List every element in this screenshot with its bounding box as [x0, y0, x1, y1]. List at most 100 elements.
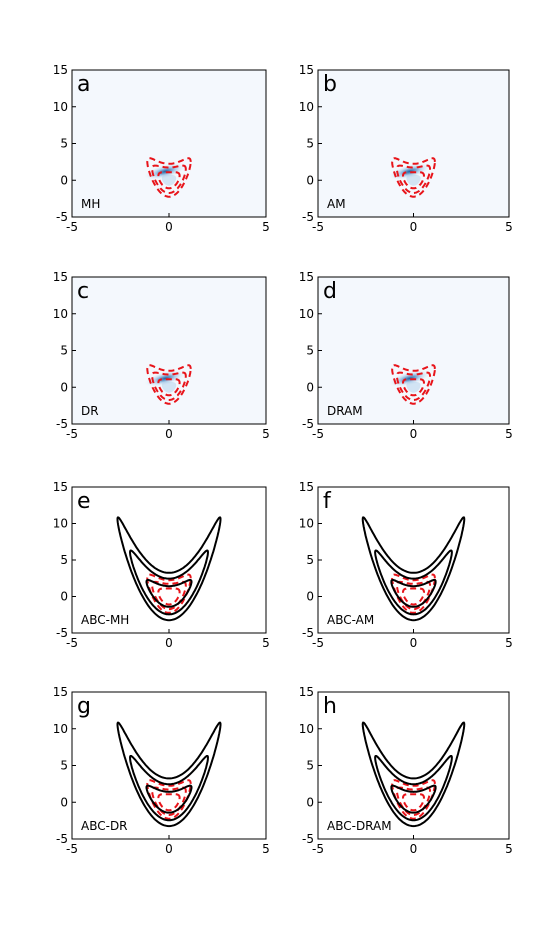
target-contour-2: [146, 364, 192, 405]
target-contours: [391, 779, 436, 820]
abc-contour-0: [145, 579, 193, 608]
x-tick-label: -5: [66, 220, 78, 234]
panel-letter: b: [323, 72, 337, 97]
abc-contour-2: [361, 721, 466, 828]
target-contours: [146, 364, 192, 405]
axes-box: [71, 691, 267, 840]
y-tick-label: 0: [60, 380, 68, 394]
y-tick-label: 0: [60, 590, 68, 604]
panel-letter: h: [323, 694, 337, 719]
panel-g: -5 0 5 10 15 -5 0 5 g ABC-DR: [53, 685, 270, 856]
y-tick-label: -5: [56, 832, 68, 846]
target-contour-0: [402, 793, 425, 812]
y-tick-label: 0: [60, 173, 68, 187]
abc-contours: [361, 721, 466, 828]
x-tick-label: -5: [312, 220, 324, 234]
x-tick-label: 5: [505, 427, 513, 441]
method-label: AM: [327, 197, 346, 211]
panel-d: -5 0 5 10 15 -5 0 5 d DRAM: [299, 270, 513, 441]
x-tick-label: 0: [165, 220, 173, 234]
y-tick-label: 0: [306, 173, 314, 187]
density-ridge: [161, 381, 177, 393]
y-tick-label: -5: [302, 832, 314, 846]
x-tick-label: -5: [312, 636, 324, 650]
method-label: ABC-AM: [327, 613, 374, 627]
axes-box: [317, 691, 510, 840]
panel-e: -5 0 5 10 15 -5 0 5 e ABC-MH: [53, 480, 270, 650]
target-contours: [146, 573, 192, 614]
x-tick-label: 5: [505, 842, 513, 856]
method-label: MH: [81, 197, 100, 211]
target-contour-0: [402, 171, 425, 190]
y-tick-label: -5: [302, 210, 314, 224]
abc-contour-1: [374, 549, 453, 616]
y-tick-label: 15: [53, 685, 68, 699]
target-contour-1: [396, 371, 431, 401]
method-label: DR: [81, 404, 99, 418]
y-tick-label: 15: [299, 63, 314, 77]
density-background: [72, 70, 266, 217]
target-contour-2: [391, 157, 436, 198]
target-contours: [391, 157, 436, 198]
x-tick-label: 5: [505, 636, 513, 650]
y-tick-label: 0: [306, 590, 314, 604]
panel-letter: f: [323, 489, 332, 514]
abc-contour-1: [128, 549, 210, 616]
target-contour-0: [157, 378, 181, 397]
abc-contour-1: [128, 755, 210, 822]
y-tick-label: 10: [53, 722, 68, 736]
y-tick-label: 5: [306, 344, 314, 358]
x-tick-label: 0: [165, 636, 173, 650]
abc-contour-2: [116, 516, 222, 622]
panel-a: -5 0 5 10 15 -5 0 5 a MH: [53, 63, 270, 234]
y-tick-label: 10: [299, 517, 314, 531]
y-tick-label: 15: [53, 63, 68, 77]
x-tick-label: 5: [262, 636, 270, 650]
x-tick-label: 0: [410, 220, 418, 234]
target-contour-1: [396, 786, 431, 816]
x-tick-label: 0: [410, 427, 418, 441]
y-tick-label: 10: [53, 307, 68, 321]
abc-contour-2: [116, 721, 222, 828]
abc-contour-2: [361, 516, 466, 622]
method-label: ABC-DR: [81, 819, 128, 833]
panel-letter: a: [77, 72, 90, 97]
y-tick-label: 10: [299, 100, 314, 114]
x-tick-label: -5: [66, 842, 78, 856]
abc-contour-0: [390, 784, 437, 814]
y-tick-label: -5: [56, 626, 68, 640]
y-tick-label: 10: [299, 722, 314, 736]
x-tick-label: -5: [66, 636, 78, 650]
y-tick-label: 5: [60, 759, 68, 773]
density-ridge: [161, 174, 177, 186]
target-contour-0: [402, 587, 425, 606]
abc-contours: [116, 721, 222, 828]
axes-box: [71, 486, 267, 634]
target-contour-1: [151, 164, 187, 194]
abc-contour-1: [374, 755, 453, 822]
y-tick-label: 15: [299, 480, 314, 494]
target-contour-2: [146, 779, 192, 820]
target-contour-2: [146, 157, 192, 198]
y-tick-label: 5: [306, 137, 314, 151]
y-tick-label: 0: [306, 380, 314, 394]
target-contour-1: [151, 580, 187, 611]
density-background: [318, 277, 509, 424]
target-contour-2: [391, 779, 436, 820]
target-contours: [391, 364, 436, 405]
method-label: ABC-DRAM: [327, 819, 392, 833]
density-ridge: [406, 381, 421, 393]
method-label: DRAM: [327, 404, 363, 418]
y-tick-label: 10: [53, 100, 68, 114]
target-contour-1: [151, 371, 187, 401]
x-tick-label: -5: [312, 842, 324, 856]
target-contour-0: [157, 793, 181, 812]
y-tick-label: 5: [60, 344, 68, 358]
y-tick-label: 0: [60, 795, 68, 809]
y-tick-label: 15: [53, 480, 68, 494]
y-tick-label: -5: [56, 210, 68, 224]
panel-letter: g: [77, 694, 91, 719]
panel-letter: d: [323, 279, 337, 304]
y-tick-label: 15: [53, 270, 68, 284]
x-tick-label: 5: [262, 220, 270, 234]
